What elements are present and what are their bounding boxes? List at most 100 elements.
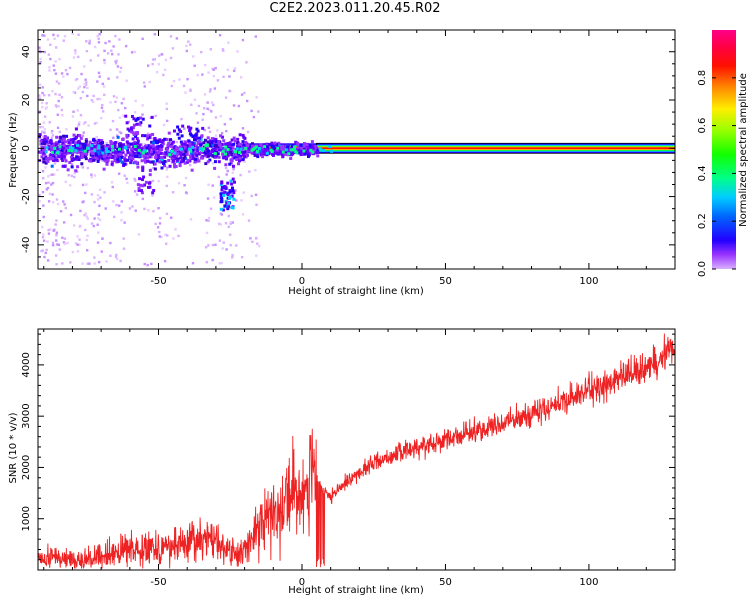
spectral-cell xyxy=(146,159,150,163)
spectral-peak xyxy=(287,152,291,156)
spectral-speckle xyxy=(224,166,228,170)
spectral-speckle xyxy=(90,99,94,102)
spectral-speckle xyxy=(169,56,173,60)
spectral-speckle xyxy=(38,97,42,100)
spectral-speckle xyxy=(41,34,44,37)
spectral-cell xyxy=(67,141,71,145)
spectral-speckle xyxy=(114,34,117,38)
spectral-cell xyxy=(72,145,76,149)
spectral-speckle xyxy=(235,199,238,202)
spectral-speckle xyxy=(103,191,106,194)
spectral-cell xyxy=(177,150,181,154)
spectral-speckle xyxy=(224,221,228,225)
spectral-speckle xyxy=(106,52,110,55)
snr-y-tick-label: 3000 xyxy=(21,403,32,428)
spectral-speckle xyxy=(55,219,58,222)
spectral-cell xyxy=(99,142,103,146)
spectral-cell xyxy=(89,146,93,150)
spectral-speckle xyxy=(97,231,100,234)
spectral-cell xyxy=(236,155,240,159)
spectral-peak xyxy=(205,143,209,147)
spectral-cell xyxy=(229,146,233,150)
spectral-speckle xyxy=(133,190,137,193)
spectral-speckle xyxy=(79,209,82,213)
spectral-cell xyxy=(74,141,78,145)
colorbar-tick-label: 0.8 xyxy=(697,70,708,86)
spectral-peak xyxy=(67,149,71,153)
spectral-cell xyxy=(42,150,46,154)
spectral-cell xyxy=(132,145,136,149)
spectral-speckle xyxy=(157,54,161,57)
spectral-speckle xyxy=(101,103,104,107)
spectral-cell xyxy=(134,147,138,151)
spectral-cell xyxy=(62,137,66,141)
spectral-speckle xyxy=(80,72,83,76)
spectral-cell xyxy=(66,151,70,155)
spectral-speckle xyxy=(49,57,52,61)
spectral-speckle xyxy=(97,54,100,57)
spectral-speckle xyxy=(100,116,103,120)
spectral-cell xyxy=(61,158,65,162)
spectral-peak xyxy=(328,145,332,149)
spectral-speckle xyxy=(97,37,100,41)
spectral-speckle xyxy=(54,223,57,226)
spectral-cell xyxy=(109,140,113,144)
spectral-peak xyxy=(318,147,322,151)
spectral-speckle xyxy=(48,66,51,69)
spectral-cell xyxy=(46,159,50,163)
spectral-speckle xyxy=(115,96,119,99)
spectral-cell xyxy=(199,138,203,142)
spectral-blob-cell xyxy=(137,188,141,192)
spectral-speckle xyxy=(42,94,46,97)
spectral-cell xyxy=(135,137,139,141)
spectrogram-x-tick-label: 100 xyxy=(579,276,598,287)
spectral-cell xyxy=(122,162,126,166)
spectral-peak xyxy=(111,148,115,152)
spectral-speckle xyxy=(84,40,88,43)
spectral-cell xyxy=(185,147,189,151)
spectral-cell xyxy=(196,149,200,153)
spectral-cell xyxy=(239,154,243,158)
spectral-speckle xyxy=(231,256,234,259)
spectral-cell xyxy=(91,152,95,156)
spectral-cell xyxy=(228,162,232,166)
spectral-cell xyxy=(80,148,84,152)
spectral-blob-cell xyxy=(147,185,151,189)
spectral-cell xyxy=(162,161,166,165)
spectral-cell xyxy=(40,141,44,145)
spectral-cell xyxy=(47,144,51,148)
spectral-cell xyxy=(173,165,177,169)
spectral-cell xyxy=(49,140,53,144)
spectral-cell xyxy=(231,164,235,168)
spectral-cell xyxy=(213,147,217,151)
spectral-speckle xyxy=(134,179,137,182)
spectral-speckle xyxy=(112,45,115,48)
spectral-speckle xyxy=(183,184,186,187)
spectral-cell xyxy=(281,146,285,150)
spectral-speckle xyxy=(133,177,136,181)
spectral-blob-cell xyxy=(152,189,156,193)
spectral-blob-cell xyxy=(125,133,129,137)
spectral-cell xyxy=(157,153,161,157)
spectral-cell xyxy=(59,151,63,155)
spectral-speckle xyxy=(42,121,46,124)
spectral-blob-cell xyxy=(219,183,223,187)
spectral-speckle xyxy=(51,243,55,247)
spectral-cell xyxy=(275,142,279,146)
spectral-speckle xyxy=(96,34,99,38)
spectral-speckle xyxy=(219,114,222,118)
spectral-speckle xyxy=(55,233,58,237)
spectral-cell xyxy=(122,156,126,160)
spectral-speckle xyxy=(117,172,121,175)
spectral-peak xyxy=(239,147,243,151)
spectral-blob-cell xyxy=(221,208,225,212)
spectral-speckle xyxy=(213,87,217,90)
spectral-speckle xyxy=(74,52,77,55)
spectral-speckle xyxy=(52,229,55,232)
spectral-cell xyxy=(105,144,109,148)
spectral-speckle xyxy=(41,236,45,239)
spectral-cell xyxy=(226,152,230,156)
spectral-cell xyxy=(205,150,209,154)
spectral-cell xyxy=(154,156,158,160)
spectral-cell xyxy=(305,143,309,147)
